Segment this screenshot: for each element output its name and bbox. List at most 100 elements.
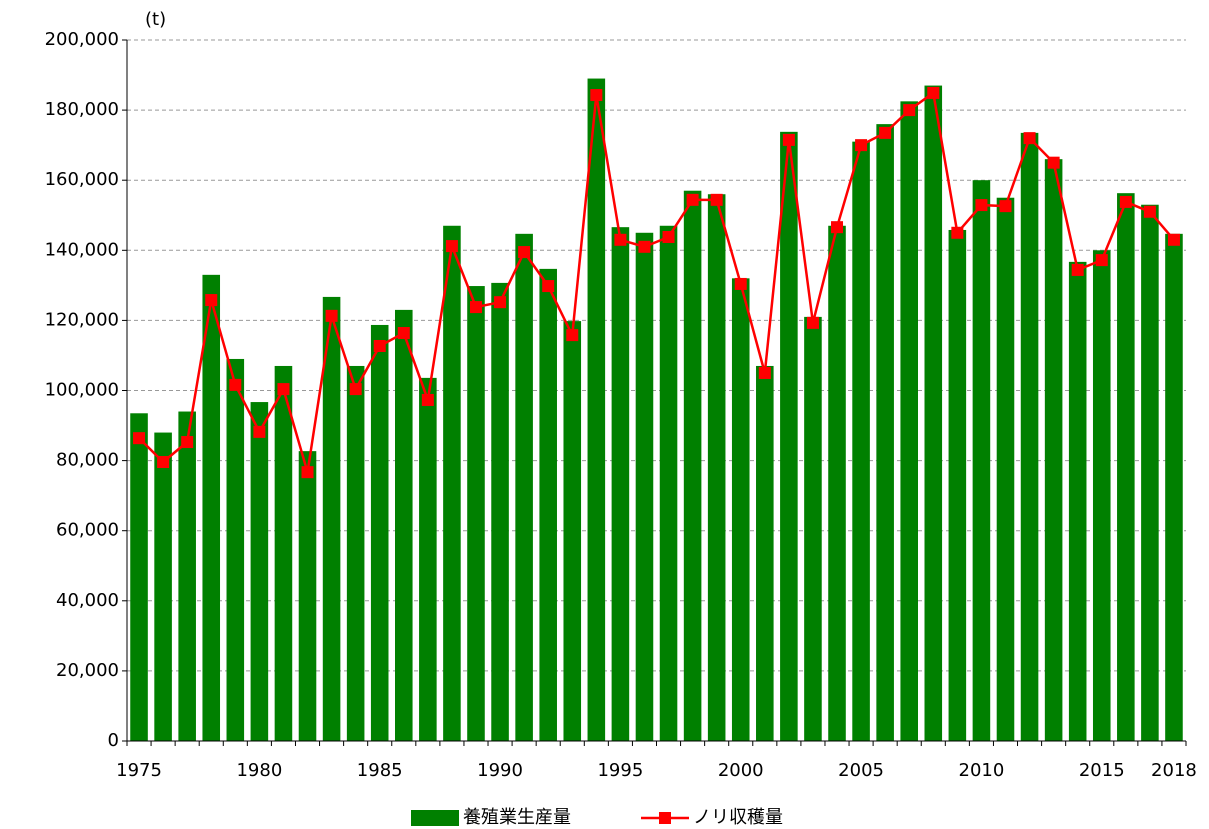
line-marker [975,199,988,212]
line-marker [397,327,410,340]
line-marker [518,246,531,259]
line-marker [253,425,266,438]
bar [322,296,341,741]
line-marker [1095,254,1108,267]
bar [154,432,172,741]
y-tick-label: 20,000 [56,660,119,681]
y-unit: (t) [145,9,166,30]
line-marker [205,294,218,307]
line-marker [301,466,314,479]
line-marker [1071,263,1084,276]
line-marker [758,366,771,379]
legend-label: 養殖業生産量 [463,806,571,828]
line-marker [686,193,699,206]
y-tick-label: 160,000 [45,169,119,190]
bar [346,365,365,741]
bar [226,358,245,741]
y-tick-label: 100,000 [45,380,119,401]
line-marker [879,126,892,139]
line-marker [1023,132,1036,145]
bar [250,402,269,741]
line-marker [566,329,579,342]
bar [202,274,221,741]
line-marker [229,378,242,391]
line-marker [590,89,603,102]
bar [780,131,798,741]
line-marker [999,200,1012,213]
legend-label: ノリ収穫量 [693,807,783,828]
bar [491,282,509,741]
x-tick-label: 2005 [838,760,884,781]
line-marker [445,240,458,253]
line-marker [638,240,651,253]
y-tick-label: 140,000 [45,239,119,260]
bar [852,141,870,741]
bar [924,85,943,741]
line [138,90,1175,473]
bar [419,377,437,741]
x-tick-label: 2015 [1079,760,1125,781]
bar [130,413,148,741]
bar [515,233,533,742]
bar [707,194,726,742]
bar [756,365,774,741]
line-marker [494,296,507,309]
bar [443,225,461,741]
bar [1020,132,1039,741]
line-marker [855,139,868,152]
line-marker [782,133,795,146]
x-tick-label: 2010 [959,760,1005,781]
y-tick-label: 200,000 [45,29,119,50]
bar [298,451,317,741]
bar [876,124,894,742]
bar [1092,250,1111,742]
line-marker [349,383,362,396]
bar [1165,233,1183,742]
bar [563,321,582,741]
legend-swatch [411,810,459,826]
bar [1044,159,1063,742]
bar [467,286,485,741]
line-marker [806,316,819,329]
bar [1117,193,1135,741]
x-tick-label: 1990 [477,760,523,781]
line-marker [734,277,747,290]
x-tick-label: 1980 [236,760,282,781]
line-marker [325,309,338,322]
bar [178,411,196,741]
bar [828,225,846,741]
line-marker [831,221,844,234]
line-marker [951,226,964,239]
line-marker [542,280,555,293]
y-tick-label: 0 [108,730,119,751]
bar [804,316,822,741]
x-tick-label: 2000 [718,760,764,781]
x-tick-label: 2018 [1151,760,1197,781]
bar [731,278,750,741]
line-marker [1143,205,1156,218]
line-marker [710,193,723,206]
bar [1141,204,1159,742]
bar [587,78,606,742]
line-marker [157,456,170,469]
line-marker [662,230,675,243]
bar [900,101,919,741]
line-marker [1167,233,1180,246]
bar [683,190,702,742]
bar [274,365,293,741]
bar [948,229,967,741]
line-marker [277,383,290,396]
y-tick-label: 60,000 [56,520,119,541]
line-marker [181,436,194,449]
line-marker [1119,195,1132,208]
line-marker [903,104,916,117]
line-marker [133,432,146,445]
bar [370,324,389,741]
line-marker [421,393,434,406]
bar [394,309,413,741]
line-marker [469,301,482,314]
x-tick-label: 1985 [357,760,403,781]
line-marker [1047,156,1060,169]
bar [996,197,1015,742]
line-marker [927,86,940,99]
